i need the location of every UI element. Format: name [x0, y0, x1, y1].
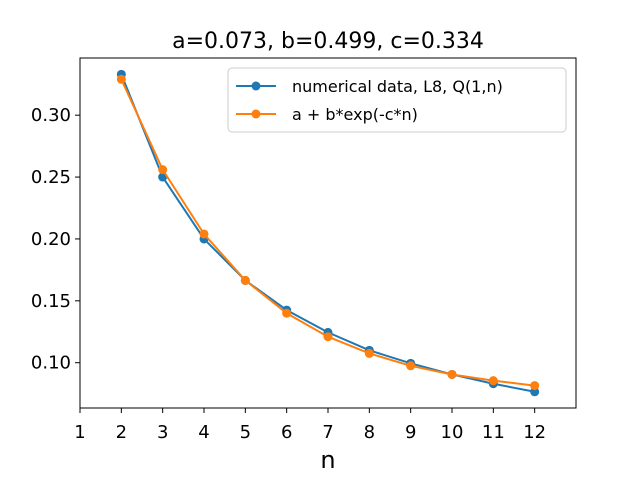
series-exp-fit-point	[530, 381, 540, 391]
legend-label-numerical: numerical data, L8, Q(1,n)	[292, 77, 503, 96]
x-tick-label: 5	[240, 422, 251, 443]
legend-marker-fit	[251, 109, 261, 119]
legend-box	[227, 67, 567, 133]
series-exp-fit-point	[199, 229, 209, 239]
series-exp-fit-point	[240, 275, 250, 285]
x-axis: 1 2 3 4 5 6 7 8 9 10 11 12	[74, 408, 546, 443]
x-tick-label: 3	[157, 422, 168, 443]
series-exp-fit-point	[116, 74, 126, 84]
x-tick-label: 10	[441, 422, 464, 443]
x-tick-label: 4	[198, 422, 209, 443]
series-exp-fit-point	[158, 165, 168, 175]
series-exp-fit-point	[282, 308, 292, 318]
x-tick-label: 11	[482, 422, 505, 443]
series-exp-fit-point	[406, 361, 416, 371]
x-tick-label: 1	[74, 422, 85, 443]
series-numerical-data-point	[530, 387, 540, 397]
series-exp-fit-point	[323, 332, 333, 342]
y-tick-label: 0.15	[31, 291, 71, 312]
y-axis: 0.10 0.15 0.20 0.25 0.30	[31, 105, 80, 374]
y-tick-label: 0.20	[31, 229, 71, 250]
y-tick-label: 0.25	[31, 167, 71, 188]
x-tick-label: 6	[281, 422, 292, 443]
x-tick-label: 7	[322, 422, 333, 443]
legend: numerical data, L8, Q(1,n) a + b*exp(-c*…	[227, 67, 567, 133]
legend-label-fit: a + b*exp(-c*n)	[292, 105, 418, 124]
series-layer	[116, 69, 540, 397]
y-tick-label: 0.30	[31, 105, 71, 126]
x-tick-label: 8	[364, 422, 375, 443]
chart-title: a=0.073, b=0.499, c=0.334	[172, 29, 484, 54]
legend-marker-numerical	[251, 81, 261, 91]
series-exp-fit-point	[364, 348, 374, 358]
x-axis-label: n	[320, 446, 335, 474]
y-tick-label: 0.10	[31, 353, 71, 374]
series-exp-fit-point	[447, 369, 457, 379]
series-exp-fit-point	[488, 376, 498, 386]
x-tick-label: 9	[405, 422, 416, 443]
x-tick-label: 12	[523, 422, 546, 443]
x-tick-label: 2	[116, 422, 127, 443]
